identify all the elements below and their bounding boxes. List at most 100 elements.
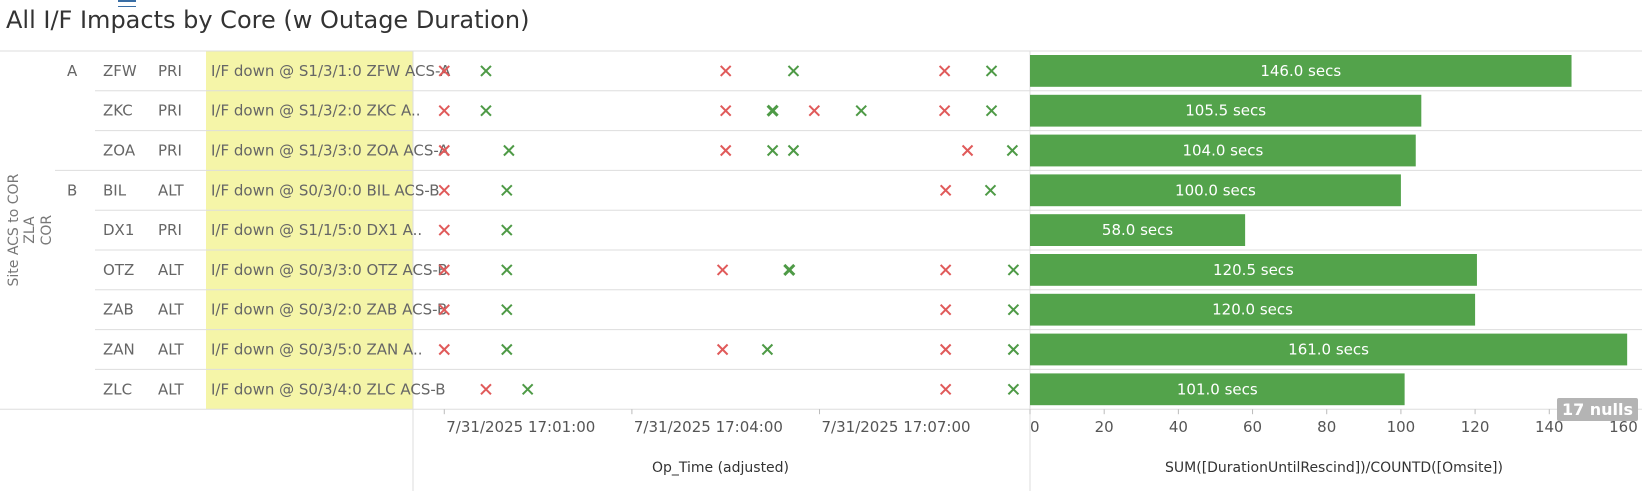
type-label: ALT: [158, 301, 185, 319]
bar-data-label: 161.0 secs: [1288, 341, 1369, 359]
down-marker: [961, 144, 974, 157]
down-marker: [716, 343, 729, 356]
down-marker: [438, 343, 450, 356]
site-label: DX1: [103, 221, 134, 239]
up-marker: [480, 65, 492, 77]
up-marker: [501, 343, 513, 356]
type-label: ALT: [158, 341, 185, 359]
event-label: I/F down @ S1/3/1:0 ZFW ACS-A: [211, 62, 451, 80]
event-label: I/F down @ S1/3/2:0 ZKC A..: [211, 102, 421, 120]
row-headers: A ZFW PRI I/F down @ S1/3/1:0 ZFW ACS-A ZKC P…: [67, 62, 451, 398]
up-marker: [761, 343, 774, 356]
down-marker: [438, 65, 450, 77]
type-label: PRI: [158, 142, 182, 160]
up-marker: [787, 144, 800, 157]
site-label: ZAN: [103, 341, 135, 359]
duration-bar: [1030, 333, 1628, 366]
down-marker: [716, 264, 729, 276]
event-label: I/F down @ S1/3/3:0 ZOA ACS-A: [211, 142, 449, 160]
up-marker: [787, 65, 800, 77]
bar-data-label: 120.0 secs: [1212, 301, 1293, 319]
down-marker: [939, 303, 952, 316]
type-label: ALT: [158, 181, 185, 199]
up-marker: [1007, 264, 1020, 276]
up-marker: [501, 224, 513, 236]
bar-data-label: 100.0 secs: [1175, 181, 1256, 199]
duration-bar: [1030, 94, 1422, 127]
group-label: B: [67, 181, 77, 199]
up-marker: [521, 383, 534, 396]
event-label: I/F down @ S0/3/5:0 ZAN A..: [211, 341, 423, 359]
down-marker: [938, 65, 951, 77]
x-tick-label: 0: [1030, 418, 1040, 436]
down-marker: [808, 104, 821, 117]
type-label: PRI: [158, 102, 182, 120]
x-tick-label: 7/31/2025 17:07:00: [822, 418, 971, 436]
up-marker: [766, 104, 779, 117]
nulls-badge[interactable]: 17 nulls: [1557, 398, 1638, 421]
x-tick-label: 80: [1317, 418, 1336, 436]
site-label: ZOA: [103, 142, 136, 160]
bar-data-label: 58.0 secs: [1102, 221, 1173, 239]
row-axis-label-line: ZLA: [22, 216, 38, 244]
duration-bar: [1030, 55, 1572, 87]
type-label: ALT: [158, 380, 185, 398]
down-marker: [720, 104, 732, 117]
site-label: ZKC: [103, 102, 133, 120]
type-label: PRI: [158, 221, 182, 239]
up-marker: [1007, 343, 1020, 356]
duration-bar: [1030, 293, 1476, 326]
duration-bar: [1030, 373, 1405, 406]
bar-data-label: 105.5 secs: [1185, 102, 1266, 120]
down-marker: [438, 224, 450, 236]
x-tick-label: 20: [1095, 418, 1114, 436]
up-marker: [501, 184, 513, 197]
site-label: ZLC: [103, 380, 132, 398]
up-marker: [766, 144, 779, 157]
up-marker: [783, 263, 796, 276]
up-marker: [1007, 383, 1020, 396]
bar-data-label: 146.0 secs: [1260, 62, 1341, 80]
event-label: I/F down @ S0/3/4:0 ZLC ACS-B: [211, 380, 446, 398]
down-marker: [438, 303, 450, 316]
site-label: OTZ: [103, 261, 134, 279]
event-label: I/F down @ S0/3/3:0 OTZ ACS-B: [211, 261, 448, 279]
x-axis-title: SUM([DurationUntilRescind])/COUNTD([Omsi…: [1165, 460, 1503, 476]
down-marker: [720, 65, 732, 77]
type-label: ALT: [158, 261, 185, 279]
x-tick-label: 40: [1169, 418, 1188, 436]
site-label: ZFW: [103, 62, 137, 80]
duration-bar: [1030, 174, 1401, 207]
scatter-marks: [438, 65, 1020, 396]
up-marker: [480, 104, 492, 117]
down-marker: [939, 264, 952, 276]
duration-bar: [1030, 214, 1246, 246]
group-label: A: [67, 62, 78, 80]
x-axes: 7/31/2025 17:01:00 7/31/2025 17:04:00 7/31…: [443, 409, 1638, 476]
x-tick-label: 160: [1609, 418, 1638, 436]
up-marker: [1007, 303, 1020, 316]
up-marker: [1006, 144, 1019, 157]
up-marker: [985, 65, 998, 77]
up-marker: [501, 303, 513, 316]
logo-fragment-icon: [118, 0, 136, 7]
event-label: I/F down @ S1/1/5:0 DX1 A..: [211, 221, 422, 239]
row-axis-label: Site ACS to COR ZLA COR: [6, 173, 55, 286]
down-marker: [720, 144, 732, 157]
down-marker: [939, 383, 952, 396]
down-marker: [939, 343, 952, 356]
chart-title: All I/F Impacts by Core (w Outage Durati…: [6, 6, 530, 34]
x-tick-label: 120: [1461, 418, 1490, 436]
event-label: I/F down @ S0/3/0:0 BIL ACS-B: [211, 181, 440, 199]
site-label: ZAB: [103, 301, 134, 319]
down-marker: [480, 383, 492, 396]
up-marker: [985, 104, 998, 117]
x-tick-label: 100: [1387, 418, 1416, 436]
event-column-highlight: [206, 51, 413, 410]
bar-data-label: 101.0 secs: [1177, 380, 1258, 398]
down-marker: [939, 184, 952, 197]
x-axis-title: Op_Time (adjusted): [652, 460, 789, 476]
down-marker: [938, 104, 951, 117]
x-tick-label: 7/31/2025 17:04:00: [634, 418, 783, 436]
